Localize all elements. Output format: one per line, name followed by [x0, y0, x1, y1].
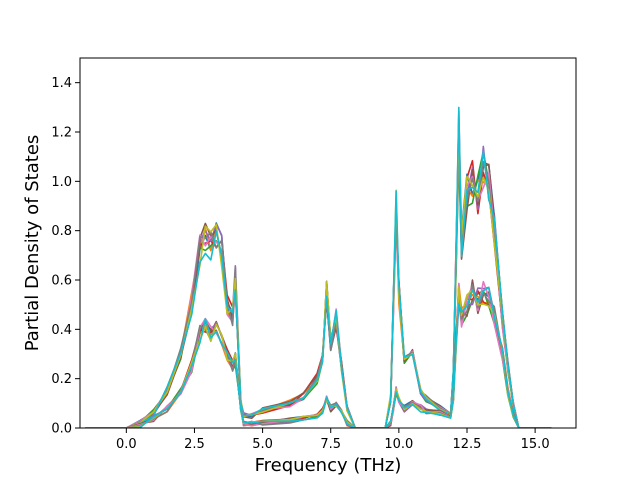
- y-tick-label: 0.2: [51, 372, 72, 387]
- series-line-lower-band-4: [85, 286, 552, 428]
- x-axis-label: Frequency (THz): [255, 455, 402, 476]
- y-tick-label: 0.4: [51, 323, 72, 338]
- x-tick-label: 7.5: [320, 437, 341, 452]
- x-tick-label: 15.0: [521, 437, 550, 452]
- y-axis-ticks: 0.0 0.2 0.4 0.6 0.8 1.0 1.2 1.4: [51, 76, 80, 437]
- x-tick-label: 5.0: [252, 437, 273, 452]
- x-tick-label: 2.5: [184, 437, 205, 452]
- y-tick-label: 1.2: [51, 126, 72, 141]
- y-tick-label: 0.8: [51, 224, 72, 239]
- y-axis-label: Partial Density of States: [22, 135, 43, 352]
- x-tick-label: 0.0: [116, 437, 137, 452]
- axes-frame: [79, 57, 577, 429]
- x-tick-label: 12.5: [453, 437, 482, 452]
- y-tick-label: 1.4: [51, 76, 72, 91]
- series-line-upper-acoustic-8: [85, 126, 552, 428]
- x-axis-ticks: 0.0 2.5 5.0 7.5 10.0 12.5 15.0: [116, 428, 550, 452]
- plot-area: [85, 106, 552, 428]
- series-line-lower-band-9: [85, 286, 552, 428]
- x-tick-label: 10.0: [384, 437, 413, 452]
- series-layer: [85, 106, 552, 428]
- y-tick-label: 0.0: [51, 422, 72, 437]
- series-line-upper-acoustic-9: [85, 106, 552, 428]
- y-tick-label: 0.6: [51, 274, 72, 289]
- y-tick-label: 1.0: [51, 175, 72, 190]
